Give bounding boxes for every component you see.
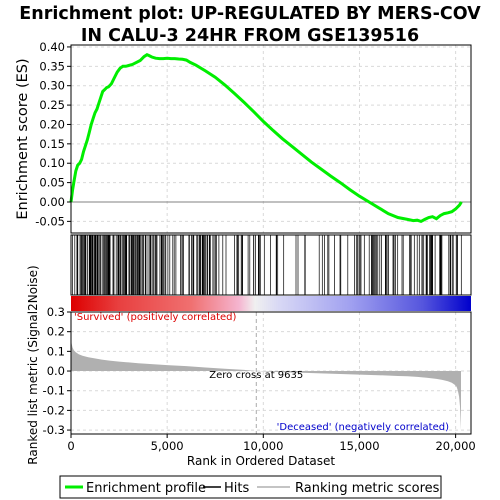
legend-profile-label: Enrichment profile [86,481,206,496]
x-tick-label: 15,000 [339,439,379,453]
title-line-2: IN CALU-3 24HR FROM GSE139516 [81,26,419,46]
x-tick-label: 5,000 [151,439,184,453]
es-tick-label: 0.05 [39,176,65,190]
es-frame [70,44,472,234]
legend-hits-label: Hits [224,481,249,496]
hits-frame [70,234,472,296]
hits-panel [70,234,472,296]
es-tick-label: 0.10 [39,156,65,170]
x-tick-label: 0 [67,439,74,453]
es-tick-label: 0.35 [39,59,65,73]
enrichment-profile-line [69,53,463,224]
metric-y-axis-label: Ranked list metric (Signal2Noise) [26,265,40,464]
x-tick-label: 20,000 [435,439,475,453]
es-tick-label: -0.05 [35,214,65,228]
legend: Enrichment profile Hits Ranking metric s… [59,475,442,499]
metric-tick-label: 0.0 [47,364,65,378]
legend-metric-label: Ranking metric scores [295,481,440,496]
ranked-metric-panel: Zero cross at 9635 'Survived' (positivel… [26,265,476,468]
metric-frame [70,311,472,435]
metric-y-ticks: -0.3 -0.2 -0.1 0.0 0.1 0.2 0.3 [43,305,71,437]
es-tick-label: 0.30 [39,79,65,93]
legend-box [59,475,442,499]
es-tick-label: 0.00 [39,195,65,209]
metric-tick-label: 0.1 [47,344,65,358]
metric-tick-label: 0.3 [47,305,65,319]
metric-tick-label: -0.3 [43,423,65,437]
es-tick-label: 0.25 [39,98,65,112]
rank-color-bar [71,296,471,311]
es-y-ticks: -0.05 0.00 0.05 0.10 0.15 0.20 0.25 0.30 0.35 0.4… [35,40,71,228]
es-tick-label: 0.15 [39,137,65,151]
es-y-axis-label: Enrichment score (ES) [15,58,31,219]
es-tick-label: 0.20 [39,117,65,131]
hit-lines [72,235,462,295]
metric-x-ticks: 0 5,000 10,000 15,000 20,000 [67,434,476,453]
metric-tick-label: -0.1 [43,384,65,398]
zero-cross-label: Zero cross at 9635 [209,370,303,381]
x-tick-label: 10,000 [243,439,283,453]
enrichment-score-panel: -0.05 0.00 0.05 0.10 0.15 0.20 0.25 0.30 0.35 0.4… [15,40,472,234]
x-axis-label: Rank in Ordered Dataset [187,454,335,468]
negative-correlation-label: 'Deceased' (negatively correlated) [277,422,449,433]
metric-tick-label: 0.2 [47,325,65,339]
es-tick-label: 0.40 [39,40,65,54]
metric-tick-label: -0.2 [43,403,65,417]
positive-correlation-label: 'Survived' (positively correlated) [74,312,237,323]
title-line-1: Enrichment plot: UP-REGULATED BY MERS-CO… [19,4,481,24]
